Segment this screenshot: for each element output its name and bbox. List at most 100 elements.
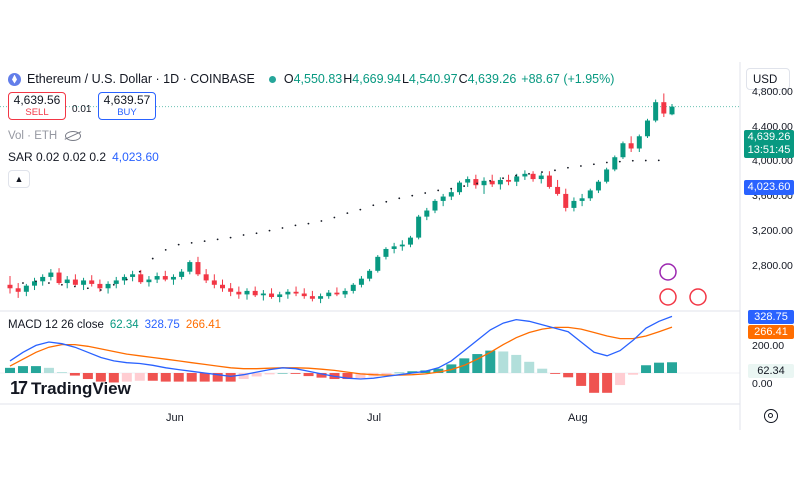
price-tick-label: 3,200.00	[752, 225, 793, 238]
sar-dot	[502, 177, 504, 180]
candle-body	[358, 278, 364, 285]
price-tick-label: 2,800.00	[752, 260, 793, 273]
volume-legend[interactable]: Vol · ETH	[8, 130, 82, 142]
buy-button[interactable]: 4,639.57 BUY	[98, 92, 156, 120]
candle-body	[481, 180, 487, 186]
candle-body	[260, 293, 266, 296]
sar-dot	[281, 227, 284, 229]
candle-body	[612, 157, 618, 170]
sar-dot	[268, 229, 271, 232]
tradingview-logo-text: TradingView	[31, 378, 131, 398]
sar-dot	[411, 194, 414, 197]
sar-price-tag: 4,023.60	[744, 180, 794, 195]
sar-dot	[554, 169, 556, 172]
macd-line-value: 328.75	[144, 319, 180, 331]
candle-body	[203, 274, 209, 281]
candle-body	[32, 281, 38, 286]
eye-hidden-icon[interactable]	[65, 131, 82, 141]
macd-tick-0: 0.00	[752, 378, 773, 390]
candle-body	[236, 291, 242, 295]
macd-histogram-bar	[641, 365, 652, 373]
macd-histogram-bar	[69, 373, 80, 376]
macd-histogram-bar	[43, 367, 54, 373]
candle-body	[334, 292, 340, 295]
chevron-up-icon: ▲	[14, 174, 24, 184]
sar-dot	[216, 238, 219, 241]
sar-dot	[22, 282, 24, 284]
sar-dot	[437, 189, 440, 192]
candle-body	[252, 290, 258, 296]
time-label-jul: Jul	[367, 412, 382, 424]
price-tick-label: 4,800.00	[752, 85, 793, 98]
macd-histogram-bar	[355, 373, 366, 379]
candle-body	[448, 192, 454, 197]
buy-price: 4,639.57	[103, 93, 151, 107]
open-value: 4,550.83	[293, 72, 343, 86]
sar-dot	[359, 208, 362, 211]
candle-body	[620, 143, 626, 158]
candle-body	[48, 272, 54, 277]
sell-button[interactable]: 4,639.56 SELL	[8, 92, 66, 120]
tradingview-logo[interactable]: 17 TradingView	[10, 378, 131, 399]
low-key: L	[401, 72, 409, 86]
collapse-legend-button[interactable]: ▲	[8, 170, 30, 188]
macd-histogram-bar	[303, 373, 314, 377]
sar-dot	[190, 241, 193, 244]
sar-legend[interactable]: SAR 0.02 0.02 0.2 4,023.60	[8, 150, 159, 164]
candle-body	[489, 180, 495, 185]
candle-body	[293, 291, 299, 294]
change-value: +88.67 (+1.95%)	[521, 72, 615, 86]
sar-dot	[229, 236, 232, 239]
us-event-icon	[689, 288, 707, 306]
dividend-event-icon	[659, 263, 677, 281]
candle-body	[7, 284, 13, 289]
settings-gear-icon[interactable]	[764, 409, 778, 423]
macd-tag-value: 328.75	[754, 311, 788, 323]
macd-histogram-bar	[56, 372, 67, 373]
countdown-value: 13:51:45	[747, 144, 791, 156]
symbol-title[interactable]: Ethereum / U.S. Dollar · 1D · COINBASE	[27, 72, 255, 86]
macd-histogram-bar	[173, 373, 184, 382]
candle-body	[579, 198, 585, 201]
hist-tag-value: 62.34	[757, 365, 785, 377]
sar-dot	[61, 283, 63, 286]
price-chart-svg[interactable]	[0, 62, 800, 430]
sar-dot	[138, 270, 141, 273]
low-value: 4,540.97	[408, 72, 458, 86]
macd-histogram-bar	[290, 373, 301, 374]
sar-dot	[242, 234, 245, 236]
chart-area[interactable]	[0, 62, 800, 430]
candle-body	[644, 120, 650, 137]
candle-body	[162, 276, 168, 280]
last-price-value: 4,639.26	[747, 131, 791, 143]
macd-histogram-bar	[186, 373, 197, 382]
sar-dot	[48, 282, 50, 284]
candle-body	[391, 246, 397, 249]
time-label-jun: Jun	[166, 412, 184, 424]
candle-body	[301, 293, 307, 297]
sar-dot	[618, 160, 621, 163]
sar-dot	[151, 257, 154, 260]
macd-legend[interactable]: MACD 12 26 close 62.34 328.75 266.41	[8, 319, 221, 331]
price-tick-label: 4,000.00	[752, 155, 793, 168]
macd-histogram-bar	[277, 373, 288, 374]
symbol-legend: Ethereum / U.S. Dollar · 1D · COINBASE O…	[8, 72, 615, 86]
currency-select[interactable]: USD	[746, 68, 790, 90]
sell-label: SELL	[25, 107, 49, 118]
candle-body	[318, 296, 324, 299]
candle-body	[113, 280, 119, 284]
candle-body	[285, 291, 291, 295]
macd-histogram-bar	[628, 373, 639, 375]
tradingview-logo-icon: 17	[10, 378, 28, 398]
candle-body	[514, 176, 520, 182]
sar-dot	[112, 283, 115, 286]
candle-body	[342, 290, 348, 295]
macd-histogram-bar	[472, 354, 483, 373]
sar-dot	[605, 161, 608, 164]
sar-dot	[567, 166, 569, 169]
macd-histogram-bar	[537, 368, 548, 373]
sar-dot	[255, 232, 258, 235]
market-open-icon	[268, 75, 276, 83]
last-price-tag: 4,639.26 13:51:45	[744, 130, 794, 158]
candle-body	[465, 179, 471, 183]
